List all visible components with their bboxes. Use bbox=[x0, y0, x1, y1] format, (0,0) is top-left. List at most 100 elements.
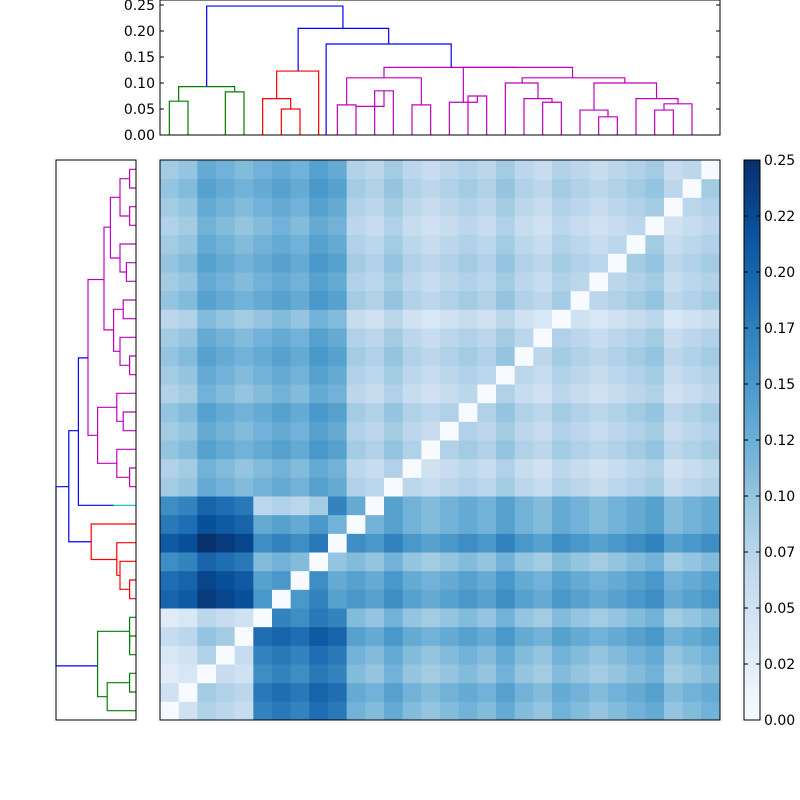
heatmap-cell bbox=[514, 160, 534, 180]
heatmap-cell bbox=[701, 664, 721, 684]
heatmap-cell bbox=[570, 384, 590, 404]
heatmap-cell bbox=[458, 458, 478, 478]
heatmap-cell bbox=[309, 197, 329, 217]
heatmap-cell bbox=[477, 197, 497, 217]
heatmap-cell bbox=[589, 253, 609, 273]
heatmap-cell bbox=[421, 496, 441, 516]
heatmap-cell bbox=[272, 682, 292, 702]
heatmap-cell bbox=[645, 589, 665, 609]
heatmap-cell bbox=[458, 421, 478, 441]
heatmap-cell bbox=[552, 645, 572, 665]
heatmap-cell bbox=[440, 178, 460, 198]
heatmap-cell bbox=[216, 458, 236, 478]
heatmap-cell bbox=[570, 664, 590, 684]
heatmap-cell bbox=[589, 626, 609, 646]
heatmap-cell bbox=[664, 608, 684, 628]
left-dendrogram-link-26 bbox=[87, 278, 104, 436]
heatmap-cell bbox=[608, 440, 628, 460]
heatmap-cell bbox=[589, 701, 609, 721]
heatmap-cell bbox=[440, 290, 460, 310]
heatmap-cell bbox=[178, 701, 198, 721]
heatmap-cell bbox=[533, 197, 553, 217]
left-dendrogram-link-27 bbox=[77, 357, 114, 506]
heatmap-cell bbox=[664, 253, 684, 273]
heatmap-cell bbox=[402, 384, 422, 404]
heatmap-cell bbox=[216, 626, 236, 646]
heatmap-cell bbox=[178, 234, 198, 254]
heatmap-cell bbox=[178, 664, 198, 684]
colorbar-tick-label: 0.00 bbox=[764, 713, 795, 729]
heatmap-cell bbox=[682, 440, 702, 460]
heatmap-cell bbox=[253, 160, 273, 180]
heatmap-cell bbox=[645, 664, 665, 684]
heatmap-cell bbox=[421, 458, 441, 478]
heatmap-cell bbox=[234, 682, 254, 702]
heatmap-cell bbox=[272, 290, 292, 310]
heatmap-cell bbox=[309, 626, 329, 646]
heatmap-cell bbox=[346, 533, 366, 553]
heatmap-cell bbox=[346, 570, 366, 590]
heatmap-frame bbox=[159, 159, 721, 721]
heatmap-cell bbox=[216, 552, 236, 572]
heatmap-cell bbox=[346, 477, 366, 497]
heatmap-cell bbox=[477, 216, 497, 236]
heatmap-cell bbox=[589, 440, 609, 460]
heatmap-cell bbox=[290, 496, 310, 516]
heatmap-cell bbox=[458, 160, 478, 180]
heatmap-cell bbox=[160, 402, 180, 422]
heatmap-cell bbox=[290, 253, 310, 273]
heatmap-cell bbox=[552, 253, 572, 273]
heatmap-cell bbox=[160, 421, 180, 441]
heatmap-cell bbox=[197, 402, 217, 422]
top-dendrogram-links bbox=[168, 5, 693, 135]
heatmap-cell bbox=[216, 160, 236, 180]
heatmap-cell bbox=[328, 384, 348, 404]
heatmap-cell bbox=[402, 533, 422, 553]
heatmap-cell bbox=[552, 421, 572, 441]
left-dendrogram-links bbox=[55, 168, 136, 712]
top-dendrogram-link-19 bbox=[663, 103, 693, 135]
heatmap-cell bbox=[234, 421, 254, 441]
heatmap-cell bbox=[234, 589, 254, 609]
top-dendrogram-link-21 bbox=[593, 82, 658, 111]
heatmap-cell bbox=[626, 421, 646, 441]
colorbar-tick-label: 0.25 bbox=[764, 153, 795, 169]
heatmap-cell bbox=[664, 290, 684, 310]
heatmap-cell bbox=[440, 570, 460, 590]
heatmap-cell bbox=[570, 197, 590, 217]
heatmap-cell bbox=[234, 346, 254, 366]
heatmap-cell bbox=[160, 496, 180, 516]
heatmap-cell bbox=[346, 645, 366, 665]
top-dendrogram-link-18 bbox=[654, 109, 674, 135]
heatmap-cell bbox=[477, 458, 497, 478]
heatmap-cell bbox=[421, 589, 441, 609]
heatmap-cell bbox=[570, 514, 590, 534]
heatmap-cell bbox=[178, 216, 198, 236]
heatmap-cell bbox=[253, 626, 273, 646]
heatmap-cell bbox=[384, 701, 404, 721]
top-dendrogram-link-14 bbox=[523, 98, 553, 135]
heatmap-cell bbox=[440, 384, 460, 404]
heatmap-cell bbox=[477, 682, 497, 702]
heatmap-cell bbox=[570, 178, 590, 198]
heatmap-cell bbox=[402, 178, 422, 198]
heatmap-cell bbox=[645, 290, 665, 310]
heatmap-cell bbox=[365, 328, 385, 348]
heatmap-cell bbox=[346, 384, 366, 404]
heatmap-cell bbox=[682, 290, 702, 310]
heatmap-cell bbox=[178, 645, 198, 665]
left-dendrogram bbox=[55, 159, 137, 721]
heatmap-cell bbox=[421, 365, 441, 385]
heatmap-cell bbox=[570, 365, 590, 385]
heatmap-cell bbox=[309, 253, 329, 273]
left-dendrogram-link-14 bbox=[97, 406, 117, 464]
heatmap-cell bbox=[328, 514, 348, 534]
top-y-tick-label: 0.15 bbox=[124, 50, 155, 66]
heatmap-cell bbox=[626, 626, 646, 646]
heatmap-cell bbox=[160, 570, 180, 590]
heatmap-cell bbox=[365, 272, 385, 292]
heatmap-cell bbox=[421, 552, 441, 572]
heatmap-cell bbox=[234, 458, 254, 478]
heatmap-cell bbox=[570, 160, 590, 180]
heatmap-cell bbox=[589, 384, 609, 404]
